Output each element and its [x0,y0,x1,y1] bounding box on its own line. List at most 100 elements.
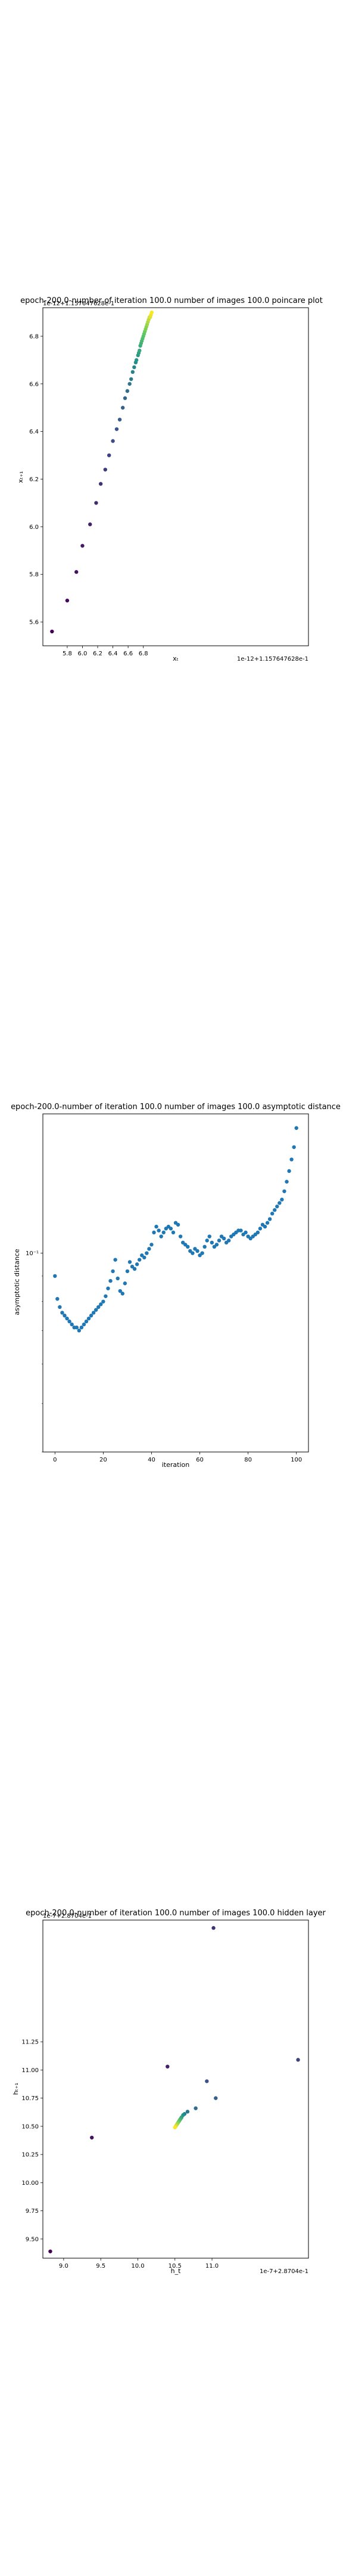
y-tick-label: 10⁻¹ [26,1250,39,1257]
x-tick-label: 5.8 [63,651,72,657]
data-point [152,1230,156,1235]
data-point [194,2106,198,2110]
data-point [145,1251,149,1255]
data-point [205,1239,209,1243]
data-point [214,2096,218,2100]
data-point [217,1239,222,1243]
x-tick-label: 6.2 [93,651,102,657]
asymptotic-distance-axes-frame [42,1113,309,1453]
data-point [282,1189,286,1193]
data-point [292,1145,296,1149]
data-point [130,370,135,374]
data-point [294,1126,298,1130]
x-tick-label: 20 [99,1457,107,1463]
hidden-layer-x-offset-text: 1e-7+2.8704e-1 [260,2268,308,2275]
data-point [104,1294,108,1298]
data-point [114,427,119,431]
data-point [159,1234,163,1239]
data-point [134,358,139,363]
data-point [195,1249,199,1253]
data-point [65,598,70,603]
data-point [198,1253,202,1258]
data-point [205,2079,209,2083]
y-tick-label: 6.8 [29,333,39,340]
data-point [98,482,103,486]
data-point [65,1316,69,1321]
data-point [50,629,54,634]
data-point [255,1230,260,1235]
data-point [60,1311,64,1315]
data-point [107,453,111,457]
data-point [90,2135,94,2140]
hidden-layer-axes-frame [42,1919,309,2259]
data-point [178,1234,183,1239]
asymptotic-distance-data-points [53,1126,298,1333]
data-point [135,1262,139,1267]
poincare-x-offset-text: 1e-12+1.157647628e-1 [237,656,308,662]
data-point [74,570,79,574]
data-point [103,467,107,472]
poincare-plot-panel: epoch-200.0-number of iteration 100.0 nu… [17,296,323,662]
data-point [239,1228,243,1233]
data-point [123,1281,127,1286]
hidden-layer-data-points [48,1926,300,2253]
data-point [91,1311,96,1315]
x-tick-label: 6.6 [123,651,133,657]
poincare-data-points [50,310,154,634]
data-point [157,1228,161,1233]
data-point [89,1314,93,1318]
hidden-layer-x-axis-label: h_t [171,2267,181,2275]
data-point [166,2064,170,2069]
data-point [137,1258,142,1262]
data-point [94,501,98,505]
data-point [74,1325,79,1330]
data-point [125,1269,130,1274]
data-point [127,1260,132,1264]
data-point [171,1230,176,1235]
data-point [244,1230,248,1235]
hidden-layer-y-offset-text: 1e-7+2.8704e-1 [43,1913,92,1919]
y-tick-label: 9.75 [26,2208,39,2215]
data-point [116,1276,120,1281]
data-point [173,2125,177,2129]
data-point [120,405,125,410]
y-tick-label: 11.00 [21,2067,39,2074]
x-tick-label: 60 [196,1457,204,1463]
hidden-layer-y-ticks: 9.50 9.75 10.00 10.25 10.50 10.75 11.00 11.25 [21,2039,43,2243]
data-point [142,1255,146,1260]
data-point [161,1230,166,1235]
y-tick-label: 11.25 [21,2039,39,2046]
data-point [127,382,132,386]
y-tick-label: 6.2 [29,476,39,483]
data-point [130,1264,135,1269]
x-tick-label: 9.0 [59,2263,68,2270]
data-point [289,1157,294,1162]
data-point [132,1267,137,1271]
poincare-plot-axes-frame [42,307,309,646]
data-point [210,1240,214,1245]
data-point [82,1322,86,1327]
data-point [96,1305,101,1309]
data-point [285,1179,289,1184]
poincare-x-ticks: 5.8 6.0 6.2 6.4 6.6 6.8 [63,646,148,657]
poincare-y-axis-label: xₜ₊₁ [17,471,24,483]
y-tick-label: 5.8 [29,572,39,578]
hidden-layer-title: epoch-200.0-number of iteration 100.0 nu… [26,1909,326,1918]
data-point [169,1227,173,1231]
y-tick-label: 6.6 [29,381,39,388]
x-tick-label: 10.0 [131,2263,144,2270]
x-tick-label: 10.5 [169,2263,182,2270]
data-point [149,1243,154,1247]
data-point [108,1278,113,1283]
data-point [140,1253,144,1258]
data-point [67,1319,71,1324]
asymptotic-distance-title: epoch-200.0-number of iteration 100.0 nu… [11,1103,341,1111]
data-point [270,1212,275,1216]
hidden-layer-y-axis-label: hₜ₊₁ [12,2083,20,2095]
data-point [125,389,130,393]
data-point [113,1258,117,1262]
data-point [147,1247,151,1251]
y-tick-label: 6.4 [29,429,39,435]
data-point [88,522,92,527]
